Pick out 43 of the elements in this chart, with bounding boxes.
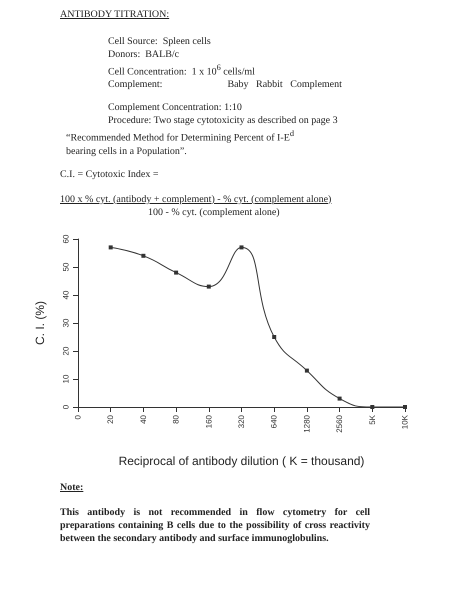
text: “Recommended Method for Determining Percent of I-E$^{d}$ bearing cells in a Population”. xyxy=(66,129,294,157)
point xyxy=(370,404,374,409)
text: Procedure: Two stage cytotoxicity as described on page 3 xyxy=(108,114,339,128)
x-tick-label: 20 xyxy=(106,414,116,424)
text: 100 x % cyt. (antibody + complement) - % cyt. (complement alone) xyxy=(60,192,332,206)
x-tick-label: 2560 xyxy=(335,414,344,432)
x-tick-label: 10K xyxy=(400,414,410,429)
text: Cell Concentration: 1 x 10$^{6}$ cells/ml xyxy=(108,62,256,78)
text: Donors: BALB/c xyxy=(108,48,180,61)
x-tick-label: 640 xyxy=(270,414,279,428)
y-tick-label: 20 xyxy=(62,346,70,356)
y-tick-label: 10 xyxy=(62,374,70,384)
text: Cell Source: Spleen cells xyxy=(108,35,212,48)
y-tick-label: 40 xyxy=(62,290,70,300)
y-tick-label: 30 xyxy=(62,318,70,328)
chart-title: ANTIBODY TITRATION: xyxy=(60,8,170,21)
text: Complement Concentration: 1:10 xyxy=(108,101,243,114)
x-tick-label: 160 xyxy=(204,414,214,428)
y-tick-label: 50 xyxy=(62,262,70,272)
x-axis-title: Reciprocal of antibody dilution ( K = thousand) xyxy=(118,454,364,468)
text: This antibody is not recommended in flow cytometry for cell preparations containing B cells due to the possibility of cross reactivity between the secondary antibody and surface immunoglobulins. xyxy=(60,506,370,545)
y-tick-label: 60 xyxy=(62,234,70,244)
point xyxy=(338,396,342,400)
text: 100 - % cyt. (complement alone) xyxy=(148,206,281,219)
point xyxy=(108,245,113,250)
x-tick-label: 0 xyxy=(74,414,82,420)
x-tick-label: 80 xyxy=(172,414,181,424)
x-tick-label: 5K xyxy=(368,414,377,424)
point xyxy=(174,270,178,274)
y-axis-title: C. I. (%) xyxy=(33,300,47,345)
point xyxy=(240,245,244,250)
x-tick-label: 320 xyxy=(237,414,246,428)
point xyxy=(206,284,211,288)
x-tick-label: 40 xyxy=(138,414,148,424)
x-tick-label: 1280 xyxy=(302,414,312,432)
text: Complement: Baby Rabbit Complement xyxy=(108,78,343,92)
y-tick-label: 0 xyxy=(62,404,70,409)
text: C.I. = Cytotoxic Index = xyxy=(60,168,160,181)
point xyxy=(304,368,309,372)
point xyxy=(141,253,146,258)
point xyxy=(272,334,276,339)
text: Note: xyxy=(60,480,84,494)
point xyxy=(403,404,407,409)
